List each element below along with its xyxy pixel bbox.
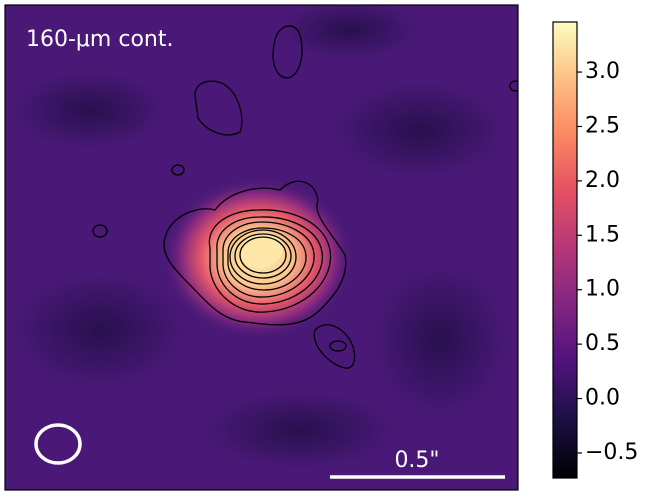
colorbar-tick-label: −0.5: [585, 440, 638, 465]
colorbar-fill: [553, 22, 577, 478]
colorbar-tick-label: 1.0: [585, 277, 620, 302]
colorbar-tick-label: 2.0: [585, 168, 620, 193]
figure: 160-μm cont. 0.5" −0.5 0.0 0.5 1.0 1.5 2.0 2.5…: [0, 0, 667, 493]
colorbar-tick-label: 3.0: [585, 59, 620, 84]
image: [5, 0, 520, 490]
colorbar-tick-label: 2.5: [585, 113, 620, 138]
colorbar-tick-label: 0.5: [585, 331, 620, 356]
scale-bar-label: 0.5": [394, 448, 439, 473]
image-title: 160-μm cont.: [26, 27, 173, 52]
colorbar-tick-label: 1.5: [585, 222, 620, 247]
colorbar-tick-label: 0.0: [585, 386, 620, 411]
